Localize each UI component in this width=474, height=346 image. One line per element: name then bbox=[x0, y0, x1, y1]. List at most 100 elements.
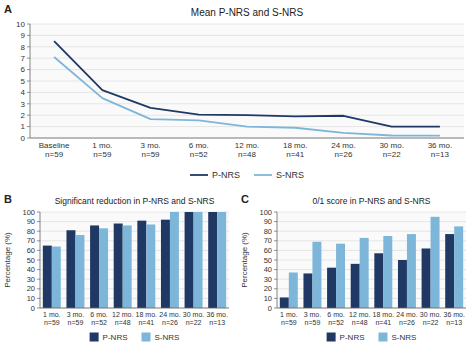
y-tick-label: 90 bbox=[264, 217, 272, 226]
bar bbox=[114, 224, 123, 308]
x-tick-label: 6 mo.n=52 bbox=[327, 311, 345, 326]
x-tick-label: 12 mo.n=48 bbox=[112, 311, 133, 326]
x-axis-line bbox=[40, 308, 229, 309]
grid-line bbox=[277, 308, 466, 309]
x-tick-label-line: n=22 bbox=[423, 319, 439, 326]
y-tick bbox=[27, 46, 30, 47]
legend-swatch bbox=[254, 174, 272, 176]
legend-item: S-NRS bbox=[379, 333, 417, 342]
y-tick bbox=[37, 221, 40, 222]
x-tick-label-line: n=59 bbox=[281, 319, 297, 326]
x-tick-label: 24 mo.n=26 bbox=[331, 141, 355, 159]
x-tick-label-line: n=26 bbox=[399, 319, 415, 326]
grid-line bbox=[30, 81, 464, 82]
x-tick-label: 30 mo.n=22 bbox=[379, 141, 403, 159]
y-tick-label: 1 bbox=[21, 122, 26, 131]
y-tick-label: 30 bbox=[264, 275, 272, 284]
y-tick bbox=[274, 298, 277, 299]
chart-panel: 01020304050607080901001 mo.n=593 mo.n=59… bbox=[240, 193, 466, 342]
x-axis-line bbox=[30, 138, 464, 139]
grid-line bbox=[30, 35, 464, 36]
grid-line bbox=[277, 212, 466, 213]
y-tick-label: 60 bbox=[27, 246, 35, 255]
x-tick-label: 30 mo.n=22 bbox=[420, 311, 441, 326]
x-tick-label-line: n=59 bbox=[305, 319, 321, 326]
x-tick-label-line: 24 mo. bbox=[396, 311, 417, 318]
x-tick-label: 3 mo.n=59 bbox=[141, 141, 161, 159]
x-tick-label-line: n=26 bbox=[162, 319, 178, 326]
y-tick-label: 0 bbox=[21, 134, 26, 143]
bar bbox=[146, 224, 155, 308]
bar bbox=[90, 225, 99, 308]
x-tick-label-line: 1 mo. bbox=[92, 141, 112, 150]
y-tick-label: 6 bbox=[21, 65, 26, 74]
y-tick-label: 7 bbox=[21, 54, 26, 63]
x-tick-label: 24 mo.n=26 bbox=[396, 311, 417, 326]
panel-label: B bbox=[4, 193, 12, 205]
plot-background bbox=[40, 212, 229, 308]
x-tick-label-line: 3 mo. bbox=[141, 141, 161, 150]
bar bbox=[66, 230, 75, 308]
legend-label: P-NRS bbox=[103, 333, 128, 342]
y-tick-label: 3 bbox=[21, 100, 26, 109]
bar bbox=[445, 234, 454, 308]
y-tick bbox=[27, 138, 30, 139]
x-tick-label: Baselinen=59 bbox=[39, 141, 70, 159]
x-tick-label: 12 mo.n=48 bbox=[235, 141, 259, 159]
bar bbox=[454, 226, 463, 308]
x-tick-label: 6 mo.n=52 bbox=[189, 141, 209, 159]
y-tick-label: 20 bbox=[27, 284, 35, 293]
x-tick-label-line: n=59 bbox=[44, 319, 60, 326]
grid-line bbox=[30, 46, 464, 47]
x-tick-label: 1 mo.n=59 bbox=[92, 141, 112, 159]
bar bbox=[407, 234, 416, 308]
x-tick-label: 36 mo.n=13 bbox=[206, 311, 227, 326]
y-tick bbox=[27, 35, 30, 36]
x-tick-label-line: 36 mo. bbox=[443, 311, 464, 318]
x-tick-label: 3 mo.n=59 bbox=[304, 311, 322, 326]
bar bbox=[351, 264, 360, 308]
y-tick-label: 60 bbox=[264, 246, 272, 255]
y-tick-label: 10 bbox=[27, 294, 35, 303]
legend-item: P-NRS bbox=[327, 333, 365, 342]
y-tick-label: 2 bbox=[21, 111, 26, 120]
plot-background bbox=[30, 24, 464, 138]
legend-label: S-NRS bbox=[276, 170, 304, 180]
bar bbox=[185, 212, 194, 308]
x-tick-label-line: n=52 bbox=[190, 150, 209, 159]
x-tick-label-line: n=52 bbox=[91, 319, 107, 326]
marks bbox=[43, 212, 226, 308]
bar bbox=[43, 246, 52, 308]
line-series bbox=[54, 41, 440, 127]
y-axis-label: Percentage (%) bbox=[3, 232, 12, 288]
chart-title: 0/1 score in P-NRS and S-NRS bbox=[312, 196, 430, 206]
x-tick-label-line: 3 mo. bbox=[304, 311, 322, 318]
x-tick-label-line: 6 mo. bbox=[90, 311, 108, 318]
x-tick-label-line: n=41 bbox=[138, 319, 154, 326]
grid-line bbox=[30, 58, 464, 59]
y-tick bbox=[27, 69, 30, 70]
legend-item: P-NRS bbox=[190, 170, 240, 180]
bar bbox=[431, 217, 440, 308]
x-tick-label-line: n=13 bbox=[446, 319, 462, 326]
y-tick-label: 90 bbox=[27, 217, 35, 226]
x-tick-label-line: 24 mo. bbox=[331, 141, 355, 150]
y-axis-line bbox=[30, 24, 31, 138]
bar bbox=[398, 260, 407, 308]
bar bbox=[312, 242, 321, 308]
x-tick-label-line: 18 mo. bbox=[373, 311, 394, 318]
bar bbox=[99, 228, 108, 308]
y-tick-label: 80 bbox=[264, 227, 272, 236]
x-tick-label-line: Baseline bbox=[39, 141, 70, 150]
grid-line bbox=[40, 308, 229, 309]
y-tick bbox=[274, 240, 277, 241]
x-tick-label: 24 mo.n=26 bbox=[159, 311, 180, 326]
marks bbox=[280, 217, 463, 308]
y-tick-label: 100 bbox=[22, 208, 35, 217]
x-tick-label: 36 mo.n=13 bbox=[443, 311, 464, 326]
x-tick-label-line: n=41 bbox=[286, 150, 305, 159]
y-axis-label: Percentage (%) bbox=[240, 232, 249, 288]
y-tick bbox=[37, 298, 40, 299]
panel-label: A bbox=[4, 3, 12, 15]
y-tick bbox=[27, 58, 30, 59]
